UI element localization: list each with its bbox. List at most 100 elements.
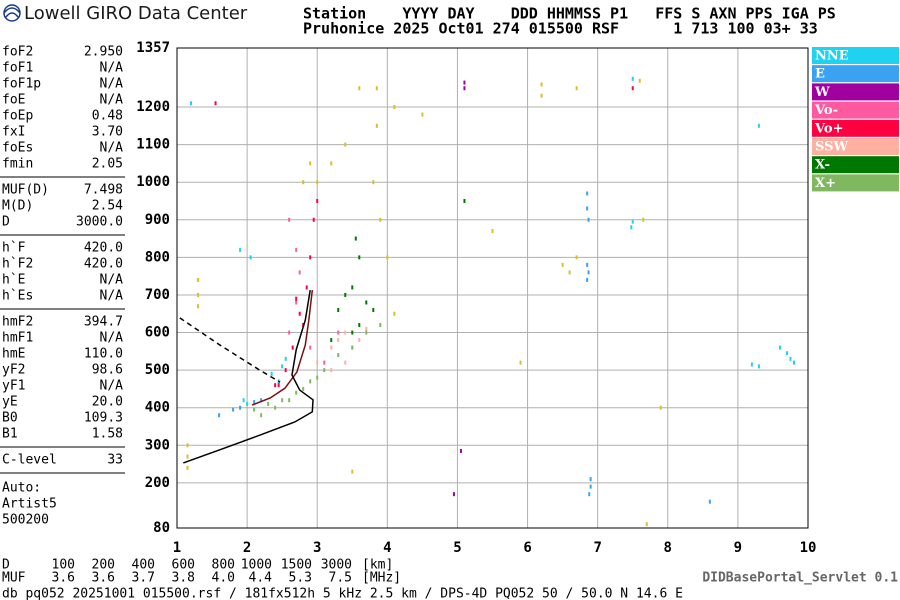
param-name: h`F bbox=[2, 241, 26, 256]
y-tick-label: 80 bbox=[153, 520, 170, 536]
echo-point bbox=[197, 277, 200, 282]
echo-point bbox=[631, 86, 634, 91]
echo-point bbox=[561, 262, 564, 267]
y-tick-label: 1100 bbox=[136, 137, 170, 153]
echo-point bbox=[630, 225, 633, 230]
echo-point bbox=[645, 522, 648, 527]
param-name: MUF(D) bbox=[2, 183, 49, 198]
echo-point bbox=[309, 345, 312, 350]
echo-point bbox=[379, 323, 382, 328]
y-tick-label: 700 bbox=[145, 287, 170, 303]
echo-point bbox=[309, 379, 312, 384]
echo-point bbox=[393, 311, 396, 316]
echo-point bbox=[750, 362, 753, 367]
echo-point bbox=[344, 360, 347, 365]
row-value: 800 bbox=[212, 558, 235, 573]
echo-point bbox=[330, 338, 333, 343]
header-row: Pruhonice 2025 Oct01 274 015500 RSF 1 71… bbox=[303, 20, 818, 38]
param-value: 33 bbox=[107, 453, 123, 468]
header-row: Station YYYY DAY DDD HHMMSS P1 FFS S AXN… bbox=[303, 5, 836, 23]
legend-swatch bbox=[812, 174, 899, 192]
legend-label: NNE bbox=[815, 49, 849, 64]
echo-point bbox=[586, 191, 589, 196]
echo-point bbox=[358, 86, 361, 91]
echo-point bbox=[372, 307, 375, 312]
profile-line bbox=[183, 289, 314, 464]
echo-point bbox=[463, 86, 466, 91]
row-unit: [MHz] bbox=[362, 571, 401, 586]
echo-point bbox=[393, 105, 396, 110]
row-value: 3.7 bbox=[132, 571, 155, 586]
echo-point bbox=[232, 407, 235, 412]
echo-point bbox=[281, 398, 284, 403]
param-value: 109.3 bbox=[84, 411, 123, 426]
echo-point bbox=[491, 229, 494, 234]
param-value: N/A bbox=[100, 289, 124, 304]
param-name: B0 bbox=[2, 411, 18, 426]
echo-point bbox=[197, 304, 200, 309]
row-value: 200 bbox=[92, 558, 115, 573]
y-tick-label: 200 bbox=[145, 475, 170, 491]
echo-point bbox=[708, 499, 711, 504]
echo-point bbox=[365, 300, 368, 305]
servlet-label: DIDBasePortal_Servlet 0.1 bbox=[702, 571, 898, 586]
legend-swatch bbox=[812, 83, 899, 101]
echo-point bbox=[659, 405, 662, 410]
param-name: foE bbox=[2, 93, 25, 108]
param-name: h`Es bbox=[2, 289, 33, 304]
legend-label: E bbox=[815, 67, 825, 82]
param-name: hmF1 bbox=[2, 331, 33, 346]
row-value: 1000 bbox=[241, 558, 272, 573]
echo-point bbox=[330, 161, 333, 166]
param-value: 420.0 bbox=[84, 241, 123, 256]
row-value: 7.5 bbox=[329, 571, 352, 586]
echo-point bbox=[519, 360, 522, 365]
row-value: 3000 bbox=[321, 558, 352, 573]
param-value: N/A bbox=[100, 77, 124, 92]
param-name: yF1 bbox=[2, 379, 25, 394]
echo-point bbox=[309, 255, 312, 260]
echo-point bbox=[351, 469, 354, 474]
param-name: h`E bbox=[2, 273, 25, 288]
param-value: N/A bbox=[100, 93, 124, 108]
row-value: 600 bbox=[172, 558, 195, 573]
echo-point bbox=[587, 270, 590, 275]
echo-point bbox=[638, 78, 641, 83]
x-tick-label: 6 bbox=[523, 540, 531, 556]
echo-point bbox=[785, 351, 788, 356]
legend-swatch bbox=[812, 101, 899, 119]
echo-point bbox=[302, 180, 305, 185]
echo-point bbox=[295, 247, 298, 252]
echo-point bbox=[379, 217, 382, 222]
echo-point bbox=[365, 326, 368, 331]
param-value: N/A bbox=[100, 273, 124, 288]
param-name: hmF2 bbox=[2, 315, 33, 330]
auto-label: Artist5 bbox=[2, 497, 57, 512]
param-name: foEp bbox=[2, 109, 33, 124]
echo-point bbox=[358, 323, 361, 328]
legend-label: Vo- bbox=[814, 103, 838, 118]
echo-point bbox=[586, 262, 589, 267]
echo-point bbox=[281, 364, 284, 369]
profile-line bbox=[251, 289, 314, 406]
x-tick-label: 7 bbox=[593, 540, 601, 556]
echo-point bbox=[344, 142, 347, 147]
echo-point bbox=[789, 356, 792, 361]
param-value: N/A bbox=[100, 141, 124, 156]
echo-point bbox=[298, 311, 301, 316]
echo-point bbox=[354, 236, 357, 241]
echo-point bbox=[316, 198, 319, 203]
echo-point bbox=[323, 360, 326, 365]
source-line: db pq052 20251001 015500.rsf / 181fx512h… bbox=[2, 587, 683, 600]
legend-swatch bbox=[812, 119, 899, 137]
legend-label: X+ bbox=[815, 176, 836, 191]
echo-point bbox=[284, 368, 287, 373]
row-value: 3.6 bbox=[92, 571, 115, 586]
echo-point bbox=[316, 360, 319, 365]
echo-point bbox=[586, 277, 589, 282]
echo-point bbox=[274, 405, 277, 410]
y-tick-label: 1000 bbox=[136, 174, 170, 190]
legend-swatch bbox=[812, 65, 899, 83]
echo-point bbox=[365, 330, 368, 335]
